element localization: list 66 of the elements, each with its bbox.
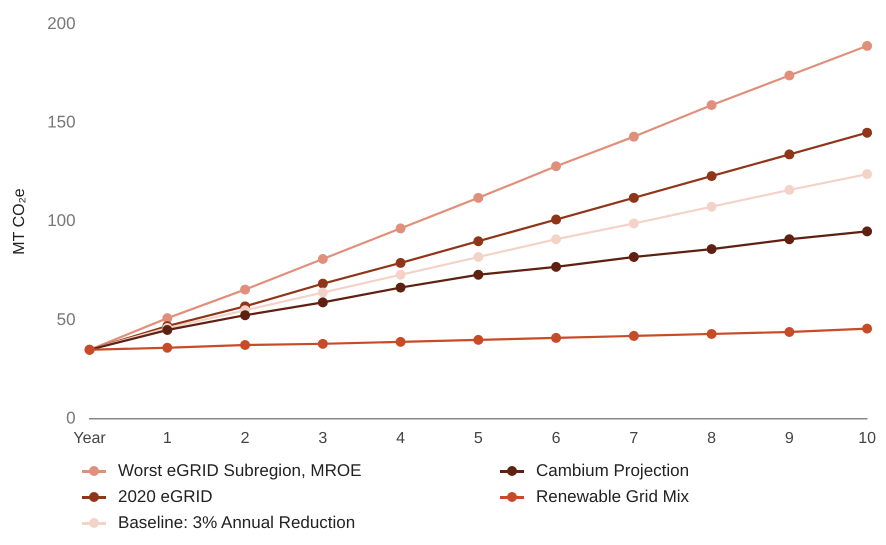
- y-axis-title: MT CO₂e: [11, 188, 28, 255]
- legend-label: Renewable Grid Mix: [536, 487, 690, 507]
- point: [473, 270, 484, 280]
- x-tick-label: 8: [707, 430, 716, 447]
- point: [862, 169, 872, 180]
- point: [396, 336, 406, 347]
- point: [784, 326, 794, 337]
- x-tick-label: 5: [474, 430, 483, 447]
- point: [396, 270, 406, 280]
- y-tick-label: 100: [47, 211, 76, 230]
- point: [706, 202, 717, 212]
- x-tick-label: 3: [318, 430, 328, 447]
- point: [396, 223, 406, 234]
- point: [396, 282, 406, 293]
- point: [784, 184, 794, 195]
- legend-label: Worst eGRID Subregion, MROE: [118, 461, 362, 481]
- point: [240, 310, 250, 320]
- point: [240, 284, 250, 295]
- legend-label: 2020 eGRID: [118, 487, 212, 507]
- x-tick-label: 7: [629, 430, 638, 447]
- y-tick-label: 150: [47, 112, 76, 132]
- legend-label: Baseline: 3% Annual Reduction: [118, 513, 356, 533]
- point: [706, 244, 717, 254]
- point: [162, 342, 172, 353]
- point: [473, 334, 484, 345]
- point: [628, 252, 639, 262]
- x-tick-label: Year: [73, 430, 106, 447]
- point: [318, 288, 328, 298]
- point: [551, 332, 562, 343]
- point: [551, 262, 562, 272]
- point: [706, 171, 717, 182]
- point: [862, 226, 872, 236]
- point: [318, 278, 328, 289]
- point: [473, 236, 484, 246]
- x-tick-label: 4: [396, 430, 406, 447]
- x-tick-label: 10: [858, 430, 876, 447]
- point: [706, 328, 717, 339]
- point: [551, 161, 562, 172]
- point: [706, 100, 717, 110]
- point: [784, 234, 794, 244]
- x-tick-label: 1: [162, 430, 172, 447]
- point: [862, 40, 872, 51]
- point: [628, 330, 639, 341]
- point: [551, 234, 562, 244]
- point: [240, 340, 250, 350]
- point: [628, 132, 639, 142]
- x-tick-label: 9: [784, 430, 794, 447]
- x-tick-label: 6: [552, 430, 561, 447]
- point: [318, 338, 328, 349]
- point: [862, 324, 872, 334]
- legend-label: Cambium Projection: [536, 461, 690, 481]
- y-tick-label: 0: [66, 408, 76, 428]
- point: [628, 192, 639, 203]
- point: [628, 218, 639, 228]
- point: [473, 252, 484, 262]
- point: [318, 297, 328, 308]
- y-tick-label: 200: [47, 14, 76, 33]
- y-tick-label: 50: [56, 310, 76, 329]
- point: [473, 192, 484, 203]
- point: [784, 149, 794, 160]
- point: [318, 254, 328, 264]
- point: [784, 70, 794, 80]
- x-tick-label: 2: [240, 430, 250, 447]
- point: [396, 258, 406, 268]
- point: [862, 128, 872, 138]
- point: [551, 214, 562, 225]
